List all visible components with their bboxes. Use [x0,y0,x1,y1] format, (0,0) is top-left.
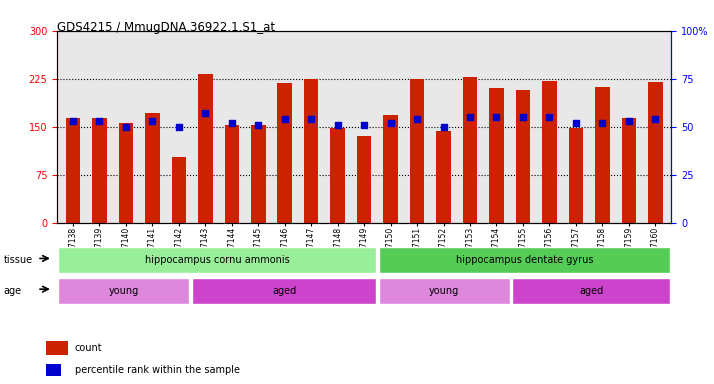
Text: GDS4215 / MmugDNA.36922.1.S1_at: GDS4215 / MmugDNA.36922.1.S1_at [57,21,275,34]
Point [174,124,185,130]
FancyBboxPatch shape [192,278,376,304]
Point [597,120,608,126]
Bar [251,125,266,223]
Bar [489,88,504,223]
Point [120,124,131,130]
Bar [278,83,292,223]
Point [411,116,423,122]
Bar [383,115,398,223]
Point [570,120,582,126]
Point [438,124,449,130]
Point [650,116,661,122]
Point [464,114,476,120]
Point [491,114,502,120]
Bar [463,77,477,223]
Bar [66,118,80,223]
Point [94,118,105,124]
Point [306,116,317,122]
Point [200,110,211,116]
FancyBboxPatch shape [59,278,189,304]
Bar [198,74,213,223]
Text: aged: aged [579,286,603,296]
Text: tissue: tissue [4,255,33,265]
Bar [171,157,186,223]
Bar [357,136,371,223]
Bar [119,123,134,223]
Text: aged: aged [272,286,296,296]
Bar [568,128,583,223]
Text: percentile rank within the sample: percentile rank within the sample [75,365,240,375]
Point [146,118,158,124]
Bar [331,128,345,223]
Bar [542,81,557,223]
Point [279,116,291,122]
Text: hippocampus dentate gyrus: hippocampus dentate gyrus [456,255,593,265]
Text: hippocampus cornu ammonis: hippocampus cornu ammonis [145,255,290,265]
Text: count: count [75,343,103,353]
FancyBboxPatch shape [379,247,670,273]
Bar [516,90,531,223]
Bar [595,87,610,223]
Bar [410,79,424,223]
Bar [46,364,61,376]
Text: young: young [109,286,139,296]
Point [332,122,343,128]
Bar [304,79,318,223]
Point [67,118,79,124]
Point [358,122,370,128]
Text: young: young [429,286,459,296]
Bar [92,118,107,223]
Bar [621,118,636,223]
Point [517,114,528,120]
Point [543,114,555,120]
FancyBboxPatch shape [513,278,670,304]
Bar [46,341,68,355]
Point [623,118,635,124]
Bar [648,82,663,223]
FancyBboxPatch shape [59,247,376,273]
Point [226,120,238,126]
Point [385,120,396,126]
Text: age: age [4,286,21,296]
Bar [436,131,451,223]
Bar [145,113,160,223]
Bar [224,125,239,223]
FancyBboxPatch shape [379,278,510,304]
Point [253,122,264,128]
